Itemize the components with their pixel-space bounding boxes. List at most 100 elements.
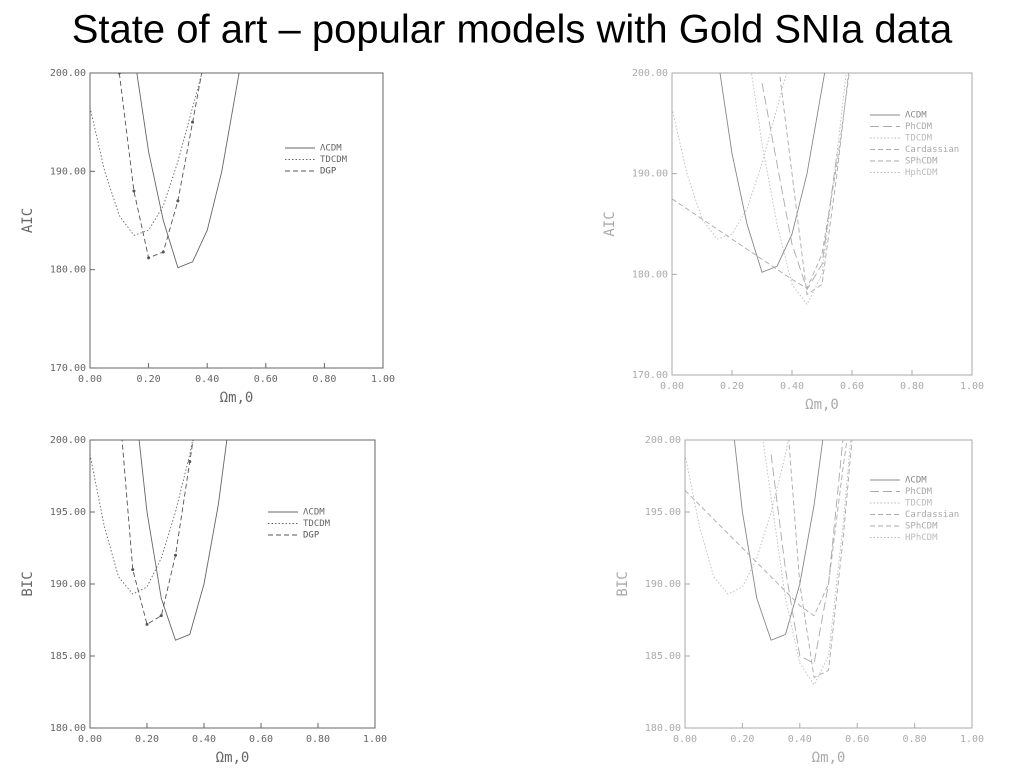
series-line bbox=[733, 440, 824, 641]
series-marker bbox=[131, 568, 135, 572]
x-tick-label: 0.00 bbox=[660, 381, 684, 392]
series-line bbox=[90, 73, 203, 236]
x-tick-label: 1.00 bbox=[960, 381, 984, 392]
legend-label: ΛCDM bbox=[905, 476, 927, 486]
x-tick-label: 0.20 bbox=[730, 734, 754, 745]
y-tick-label: 200.00 bbox=[50, 435, 86, 446]
series-marker bbox=[117, 395, 120, 398]
x-axis-label: Ωm,0 bbox=[216, 750, 250, 766]
plot-lines bbox=[90, 73, 240, 269]
legend-label: HphCDM bbox=[905, 168, 938, 178]
y-tick-label: 190.00 bbox=[632, 169, 668, 180]
y-axis-label: AIC bbox=[602, 211, 618, 236]
y-tick-label: 190.00 bbox=[50, 579, 86, 590]
series-line bbox=[121, 440, 194, 625]
x-tick-label: 1.00 bbox=[363, 734, 387, 745]
legend-label: DGP bbox=[320, 167, 337, 177]
series-line bbox=[138, 440, 228, 641]
x-tick-label: 0.20 bbox=[137, 374, 161, 385]
legend-label: PhCDM bbox=[905, 122, 933, 132]
series-marker bbox=[132, 189, 136, 193]
x-tick-label: 0.00 bbox=[78, 734, 102, 745]
x-tick-label: 0.60 bbox=[249, 734, 273, 745]
legend-label: ΛCDM bbox=[320, 144, 342, 154]
legend-label: ΛCDM bbox=[905, 111, 927, 121]
series-line bbox=[118, 73, 203, 259]
legend-label: ΛCDM bbox=[303, 508, 325, 518]
plot-frame bbox=[671, 72, 973, 376]
x-tick-label: 0.00 bbox=[78, 374, 102, 385]
plot-frame bbox=[89, 439, 376, 729]
y-tick-label: 170.00 bbox=[632, 370, 668, 381]
y-axis-label: BIC bbox=[20, 571, 36, 596]
y-tick-label: 200.00 bbox=[645, 435, 681, 446]
y-tick-label: 180.00 bbox=[50, 723, 86, 734]
y-tick-label: 200.00 bbox=[50, 68, 86, 79]
series-line bbox=[770, 440, 844, 664]
series-line bbox=[761, 83, 838, 291]
series-line bbox=[779, 73, 849, 296]
series-line bbox=[751, 73, 847, 306]
y-tick-label: 185.00 bbox=[645, 651, 681, 662]
legend-label: TDCDM bbox=[320, 155, 348, 165]
x-tick-label: 0.80 bbox=[903, 734, 927, 745]
legend-label: DGP bbox=[303, 531, 320, 541]
series-marker bbox=[145, 622, 149, 626]
x-tick-label: 0.60 bbox=[845, 734, 869, 745]
series-line bbox=[685, 440, 848, 617]
x-tick-label: 0.40 bbox=[780, 381, 804, 392]
x-tick-label: 0.60 bbox=[254, 374, 278, 385]
series-marker bbox=[147, 256, 151, 260]
x-tick-label: 0.20 bbox=[135, 734, 159, 745]
legend-label: TDCDM bbox=[303, 519, 331, 529]
legend-label: HPhCDM bbox=[905, 533, 938, 543]
x-axis-label: Ωm,0 bbox=[812, 750, 846, 766]
x-tick-label: 0.80 bbox=[306, 734, 330, 745]
y-tick-label: 185.00 bbox=[50, 651, 86, 662]
plot-lines bbox=[90, 395, 228, 641]
y-tick-label: 180.00 bbox=[645, 723, 681, 734]
chart: 170.00 180.00 190.00 200.00 0.00 0.20 0.40 0.60… bbox=[20, 68, 395, 406]
legend-label: PhCDM bbox=[905, 487, 933, 497]
x-axis-label: Ωm,0 bbox=[220, 390, 254, 406]
plot-lines bbox=[685, 440, 853, 686]
plot-frame bbox=[89, 72, 384, 369]
plot-lines bbox=[672, 73, 850, 306]
x-axis-label: Ωm,0 bbox=[805, 397, 839, 413]
y-tick-label: 180.00 bbox=[50, 265, 86, 276]
chart: 170.00 180.00 190.00 200.00 0.00 0.20 0.40 0.60… bbox=[602, 68, 984, 413]
legend-label: TDCDM bbox=[905, 499, 933, 509]
legend-label: SPhCDM bbox=[905, 157, 938, 167]
y-axis-label: AIC bbox=[20, 208, 36, 233]
series-line bbox=[90, 440, 194, 595]
series-line bbox=[685, 440, 789, 595]
y-tick-label: 190.00 bbox=[645, 579, 681, 590]
series-marker bbox=[191, 120, 195, 124]
y-tick-label: 195.00 bbox=[50, 507, 86, 518]
x-tick-label: 0.40 bbox=[195, 374, 219, 385]
y-tick-label: 195.00 bbox=[645, 507, 681, 518]
x-tick-label: 0.40 bbox=[192, 734, 216, 745]
x-tick-label: 0.80 bbox=[900, 381, 924, 392]
series-line bbox=[719, 73, 826, 273]
series-marker bbox=[159, 614, 163, 618]
slide-title: State of art – popular models with Gold … bbox=[72, 8, 953, 52]
series-marker bbox=[188, 460, 192, 464]
series-line bbox=[762, 440, 852, 686]
x-tick-label: 0.80 bbox=[312, 374, 336, 385]
legend-label: TDCDM bbox=[905, 134, 933, 144]
x-tick-label: 0.40 bbox=[788, 734, 812, 745]
y-tick-label: 190.00 bbox=[50, 166, 86, 177]
series-line bbox=[788, 440, 853, 679]
series-marker bbox=[117, 73, 121, 75]
y-axis-label: BIC bbox=[615, 571, 631, 596]
x-tick-label: 0.20 bbox=[720, 381, 744, 392]
y-tick-label: 180.00 bbox=[632, 269, 668, 280]
series-line bbox=[136, 73, 240, 269]
y-tick-label: 200.00 bbox=[632, 68, 668, 79]
series-marker bbox=[174, 553, 177, 557]
y-tick-label: 170.00 bbox=[50, 363, 86, 374]
x-tick-label: 0.60 bbox=[840, 381, 864, 392]
legend-label: Cardassian bbox=[905, 510, 959, 520]
x-tick-label: 1.00 bbox=[960, 734, 984, 745]
